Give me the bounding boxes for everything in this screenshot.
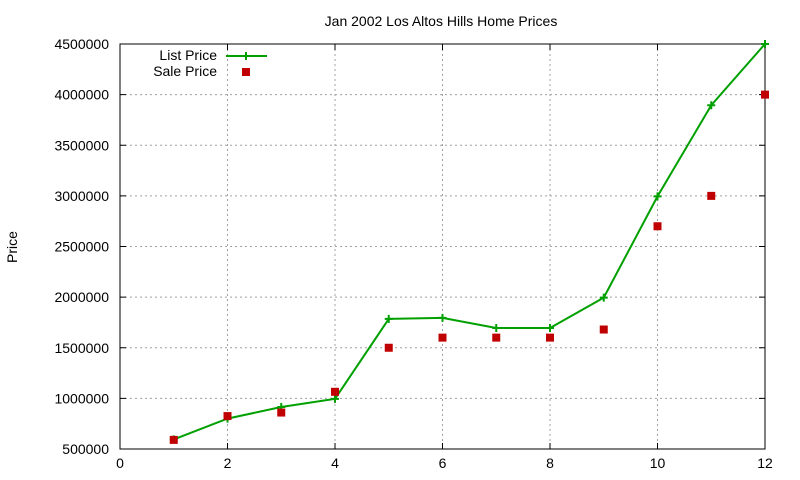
data-point-sale-price <box>331 387 339 396</box>
y-tick-label: 2500000 <box>54 239 109 255</box>
chart-title: Jan 2002 Los Altos Hills Home Prices <box>325 13 558 29</box>
y-tick-label: 4000000 <box>54 87 109 103</box>
data-point-sale-price <box>653 222 662 231</box>
legend-marker-sale-price <box>242 68 250 76</box>
data-point-list-price <box>761 40 769 48</box>
data-point-sale-price <box>761 90 769 99</box>
series-sale-price <box>169 90 769 444</box>
data-point-sale-price <box>438 333 447 342</box>
data-point-list-price <box>438 313 447 322</box>
y-tick-label: 500000 <box>62 441 109 457</box>
x-tick-label: 10 <box>650 455 666 471</box>
legend: List Price Sale Price <box>153 47 267 79</box>
x-tick-label: 6 <box>439 455 447 471</box>
data-point-sale-price <box>707 191 716 200</box>
series <box>169 40 769 444</box>
grid <box>120 44 765 449</box>
data-point-list-price <box>546 324 554 333</box>
data-point-sale-price <box>546 333 554 342</box>
y-tick-label: 3000000 <box>54 188 109 204</box>
x-tick-label: 8 <box>546 455 554 471</box>
legend-label-sale-price: Sale Price <box>153 63 217 79</box>
data-point-sale-price <box>384 343 393 352</box>
y-tick-label: 1000000 <box>54 390 109 406</box>
data-point-list-price <box>492 324 501 333</box>
data-point-list-price <box>599 293 608 302</box>
data-point-list-price <box>653 192 662 201</box>
legend-marker-list-price <box>242 52 250 60</box>
legend-label-list-price: List Price <box>159 47 217 63</box>
series-line-list-price <box>173 43 766 441</box>
x-tick-label: 12 <box>757 455 773 471</box>
data-point-list-price <box>384 314 393 323</box>
data-point-sale-price <box>169 435 178 444</box>
data-point-sale-price <box>223 412 232 421</box>
data-point-sale-price <box>277 408 286 417</box>
y-tick-label: 4500000 <box>54 36 109 52</box>
axes: 0 2 4 6 8 10 12 500000 1000000 1500000 2000000 2500… <box>54 36 773 471</box>
x-tick-label: 0 <box>116 455 124 471</box>
y-tick-label: 3500000 <box>54 137 109 153</box>
x-tick-label: 2 <box>224 455 232 471</box>
y-tick-label: 1500000 <box>54 340 109 356</box>
y-tick-label: 2000000 <box>54 289 109 305</box>
y-axis-label: Price <box>4 231 20 263</box>
data-point-list-price <box>707 101 716 110</box>
x-tick-label: 4 <box>331 455 339 471</box>
data-point-sale-price <box>492 333 501 342</box>
series-list-price <box>169 40 769 444</box>
data-point-list-price <box>331 394 339 403</box>
data-point-sale-price <box>599 325 608 334</box>
